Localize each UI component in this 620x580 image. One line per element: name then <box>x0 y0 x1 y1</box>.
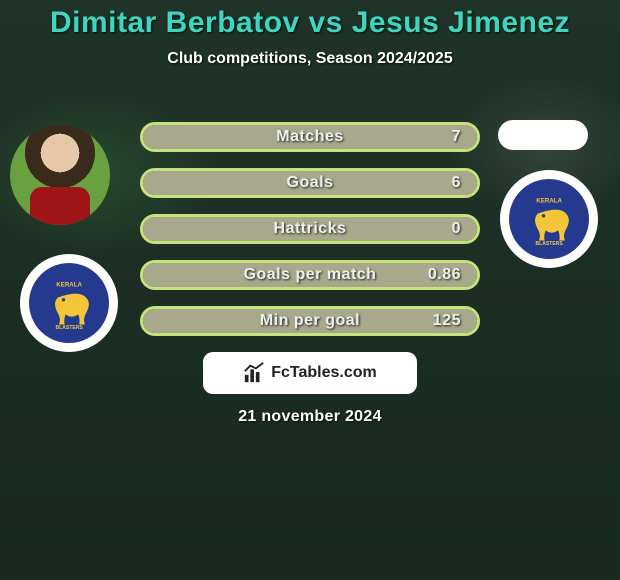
elephant-icon: KERALA BLASTERS <box>521 191 577 247</box>
elephant-icon: KERALA BLASTERS <box>41 275 97 331</box>
club-label-bottom: BLASTERS <box>535 241 563 247</box>
stat-row: Min per goal 125 <box>140 306 480 336</box>
player-left-avatar <box>10 125 110 225</box>
stat-label: Goals per match <box>244 266 377 284</box>
stat-row: Goals per match 0.86 <box>140 260 480 290</box>
club-label-top: KERALA <box>56 281 82 288</box>
stat-row: Hattricks 0 <box>140 214 480 244</box>
stat-value: 0.86 <box>428 266 461 284</box>
stat-label: Goals <box>287 174 334 192</box>
page-title: Dimitar Berbatov vs Jesus Jimenez <box>0 0 620 40</box>
logo-text: FcTables.com <box>271 364 377 382</box>
stat-label: Min per goal <box>260 312 360 330</box>
bar-chart-icon <box>243 362 265 384</box>
stat-value: 6 <box>452 174 461 192</box>
club-badge-right: KERALA BLASTERS <box>500 170 598 268</box>
club-inner-left: KERALA BLASTERS <box>29 263 109 343</box>
club-label-top: KERALA <box>536 197 562 204</box>
fctables-logo: FcTables.com <box>203 352 417 394</box>
stat-label: Hattricks <box>274 220 347 238</box>
club-badge-left: KERALA BLASTERS <box>20 254 118 352</box>
club-inner-right: KERALA BLASTERS <box>509 179 589 259</box>
player-right-avatar <box>498 120 588 150</box>
stats-container: Matches 7 Goals 6 Hattricks 0 Goals per match 0… <box>140 122 480 352</box>
stat-row: Goals 6 <box>140 168 480 198</box>
subtitle: Club competitions, Season 2024/2025 <box>0 50 620 68</box>
stat-value: 0 <box>452 220 461 238</box>
club-label-bottom: BLASTERS <box>55 325 83 331</box>
stat-label: Matches <box>276 128 344 146</box>
date-line: 21 november 2024 <box>0 408 620 426</box>
stat-value: 7 <box>452 128 461 146</box>
stat-value: 125 <box>433 312 461 330</box>
stat-row: Matches 7 <box>140 122 480 152</box>
